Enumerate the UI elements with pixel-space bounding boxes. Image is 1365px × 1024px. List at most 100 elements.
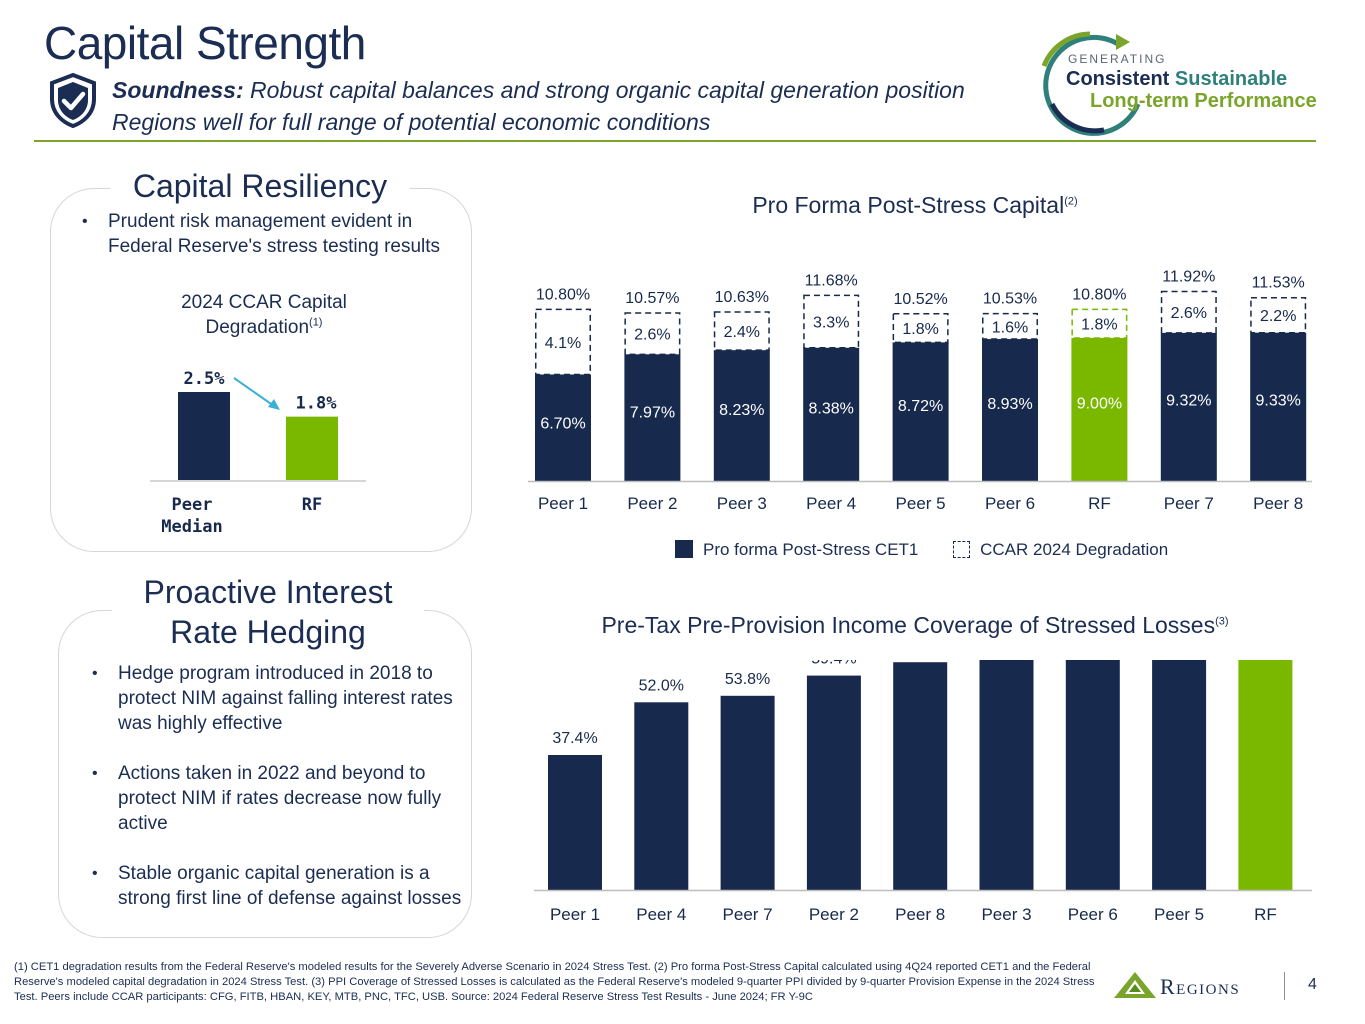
data-label-total: 10.57% xyxy=(625,290,679,307)
data-label-degradation: 2.6% xyxy=(634,327,670,344)
bar-cet1 xyxy=(1160,332,1217,481)
bar xyxy=(979,660,1034,890)
data-label: 52.0% xyxy=(639,677,684,694)
x-tick-label: RF xyxy=(302,495,322,515)
data-label-cet1: 8.38% xyxy=(809,401,854,418)
shield-check-icon xyxy=(50,72,96,128)
bar-degradation xyxy=(803,294,860,349)
x-tick-label: Peer 5 xyxy=(1154,905,1204,924)
data-label-total: 11.68% xyxy=(805,272,858,289)
logo-consistent: Consistent xyxy=(1066,68,1170,90)
post-stress-capital-chart: 6.70% 4.1% 10.80% Peer 1 7.97% 2.6% 10.57% Peer… xyxy=(528,269,1312,513)
legend-item-dashed: CCAR 2024 Degradation xyxy=(953,540,1168,560)
x-tick-label: Peer 7 xyxy=(723,905,773,924)
bar-degradation xyxy=(1250,296,1307,334)
bar-degradation xyxy=(713,311,770,351)
stress-chart-title-text: Pro Forma Post-Stress Capital xyxy=(752,192,1065,218)
data-label-cet1: 9.00% xyxy=(1077,395,1122,412)
data-label-cet1: 8.93% xyxy=(987,396,1032,413)
bar-cet1 xyxy=(1071,337,1128,481)
bar-cet1 xyxy=(1250,332,1307,481)
hedging-title: Proactive Interest Rate Hedging xyxy=(112,572,424,652)
x-tick-label: Peer 1 xyxy=(538,494,588,513)
footnote-ref: (3) xyxy=(1215,615,1229,628)
data-label-degradation: 3.3% xyxy=(813,315,849,332)
legend-swatch-dashed xyxy=(953,541,971,558)
data-label-cet1: 6.70% xyxy=(540,415,585,432)
x-tick-label: Peer 3 xyxy=(981,905,1031,924)
footnote-ref: (1) xyxy=(309,316,323,329)
data-label-total: 11.53% xyxy=(1252,275,1305,292)
data-label-total: 10.80% xyxy=(1072,286,1126,303)
regions-logo-icon xyxy=(1114,972,1156,998)
data-label-cet1: 9.32% xyxy=(1166,393,1211,410)
arrow-head xyxy=(268,399,280,410)
chart-legend: Pro forma Post-Stress CET1 CCAR 2024 Deg… xyxy=(675,540,1198,560)
x-tick-label: Peer 8 xyxy=(1253,494,1303,513)
bar xyxy=(178,392,230,480)
legend-swatch-solid xyxy=(675,540,693,558)
bar-degradation xyxy=(624,312,681,356)
list-item: Prudent risk management evident in Feder… xyxy=(76,209,466,259)
bar-cet1 xyxy=(535,374,591,481)
footnote-ref: (2) xyxy=(1064,195,1078,208)
x-tick-label: Peer xyxy=(172,495,213,515)
bar xyxy=(1238,660,1293,890)
data-label: 53.8% xyxy=(725,671,770,688)
data-label-total: 11.92% xyxy=(1162,269,1215,286)
data-label-cet1: 9.33% xyxy=(1256,392,1301,409)
list-item: Stable organic capital generation is a s… xyxy=(86,861,466,911)
page-title: Capital Strength xyxy=(44,17,366,69)
page-number: 4 xyxy=(1308,976,1317,993)
bar xyxy=(286,416,338,480)
x-tick-label: Peer 8 xyxy=(895,905,945,924)
bar-cet1 xyxy=(803,347,860,481)
bar-degradation xyxy=(1160,290,1217,334)
data-label-degradation: 2.6% xyxy=(1171,305,1207,322)
x-tick-label: Peer 5 xyxy=(896,494,946,513)
logo-generating: GENERATING xyxy=(1068,52,1167,66)
data-label-degradation: 1.6% xyxy=(992,319,1028,336)
capital-resiliency-title: Capital Resiliency xyxy=(110,166,410,206)
subtitle-text: Robust capital balances and strong organ… xyxy=(112,77,965,135)
list-item: Hedge program introduced in 2018 to prot… xyxy=(86,661,466,736)
bar-degradation xyxy=(892,313,949,344)
x-tick-label: Peer 1 xyxy=(550,905,600,924)
bar-cet1 xyxy=(892,342,949,481)
capital-resiliency-bullets: Prudent risk management evident in Feder… xyxy=(76,209,466,259)
data-label: 2.5% xyxy=(184,369,226,389)
footnote: (1) CET1 degradation results from the Fe… xyxy=(14,961,1095,1003)
bar xyxy=(806,675,861,890)
data-label-cet1: 7.97% xyxy=(630,404,675,421)
data-label-total: 10.53% xyxy=(983,291,1037,308)
bar xyxy=(1065,660,1120,890)
x-tick-label: RF xyxy=(1088,494,1111,513)
x-tick-label: RF xyxy=(1254,905,1277,924)
data-label-degradation: 1.8% xyxy=(902,321,938,338)
x-tick-label: Peer 6 xyxy=(1068,905,1118,924)
logo-line-2: Long-term Performance xyxy=(1090,90,1317,112)
data-label-total: 10.52% xyxy=(893,291,947,308)
ppi-chart-title: Pre-Tax Pre-Provision Income Coverage of… xyxy=(520,612,1310,639)
hedging-bullets: Hedge program introduced in 2018 to prot… xyxy=(86,661,466,936)
data-label-total: 10.80% xyxy=(536,286,590,303)
data-label-degradation: 1.8% xyxy=(1081,317,1117,334)
bar xyxy=(634,702,689,890)
bar xyxy=(1152,660,1207,890)
legend-item-solid: Pro forma Post-Stress CET1 xyxy=(675,540,918,560)
data-label-degradation: 4.1% xyxy=(545,335,581,352)
x-tick-label: Peer 4 xyxy=(806,494,856,513)
legend-label-solid: Pro forma Post-Stress CET1 xyxy=(703,540,919,559)
generating-performance-logo-icon xyxy=(1041,31,1141,136)
bar-degradation xyxy=(1071,308,1128,339)
x-tick-label: Peer 3 xyxy=(717,494,767,513)
logo-sustainable: Sustainable xyxy=(1174,68,1288,90)
brand-name: Regions xyxy=(1160,974,1241,999)
bar-cet1 xyxy=(713,350,770,481)
data-label: 59.4% xyxy=(811,660,856,668)
arrow-line xyxy=(233,377,275,407)
stress-chart-title: Pro Forma Post-Stress Capital(2) xyxy=(520,192,1310,219)
header-divider xyxy=(34,140,1316,142)
x-tick-label: Median xyxy=(161,517,222,537)
bar xyxy=(548,755,602,890)
